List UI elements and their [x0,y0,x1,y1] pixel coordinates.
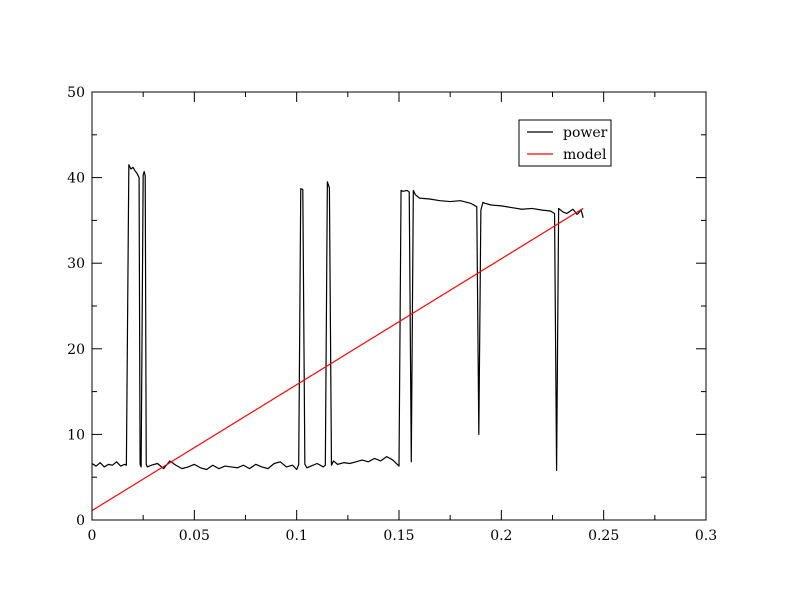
legend: power model [518,119,612,167]
x-tick-label: 0.15 [383,528,414,544]
y-tick-label: 0 [76,513,85,529]
legend-label-power: power [563,125,608,141]
legend-label-model: model [563,147,607,163]
x-tick-label: 0.1 [286,528,308,544]
x-tick-label: 0.2 [490,528,512,544]
x-tick-label: 0.05 [179,528,210,544]
y-tick-label: 50 [67,85,85,101]
y-tick-label: 40 [67,171,85,187]
series-line-power [91,164,584,471]
y-tick-label: 10 [67,427,85,443]
x-tick-label: 0 [88,528,97,544]
legend-box [518,119,612,167]
plot-frame [91,91,707,521]
plot-area [91,164,584,512]
series-line-model [91,207,584,512]
x-tick-label: 0.25 [588,528,619,544]
x-tick-label: 0.3 [695,528,717,544]
y-tick-label: 20 [67,342,85,358]
y-tick-label: 30 [67,256,85,272]
axis-tick-labels: 0 0.05 0.1 0.15 0.2 0.25 0.3 0 10 20 30 40 50 [67,85,717,544]
